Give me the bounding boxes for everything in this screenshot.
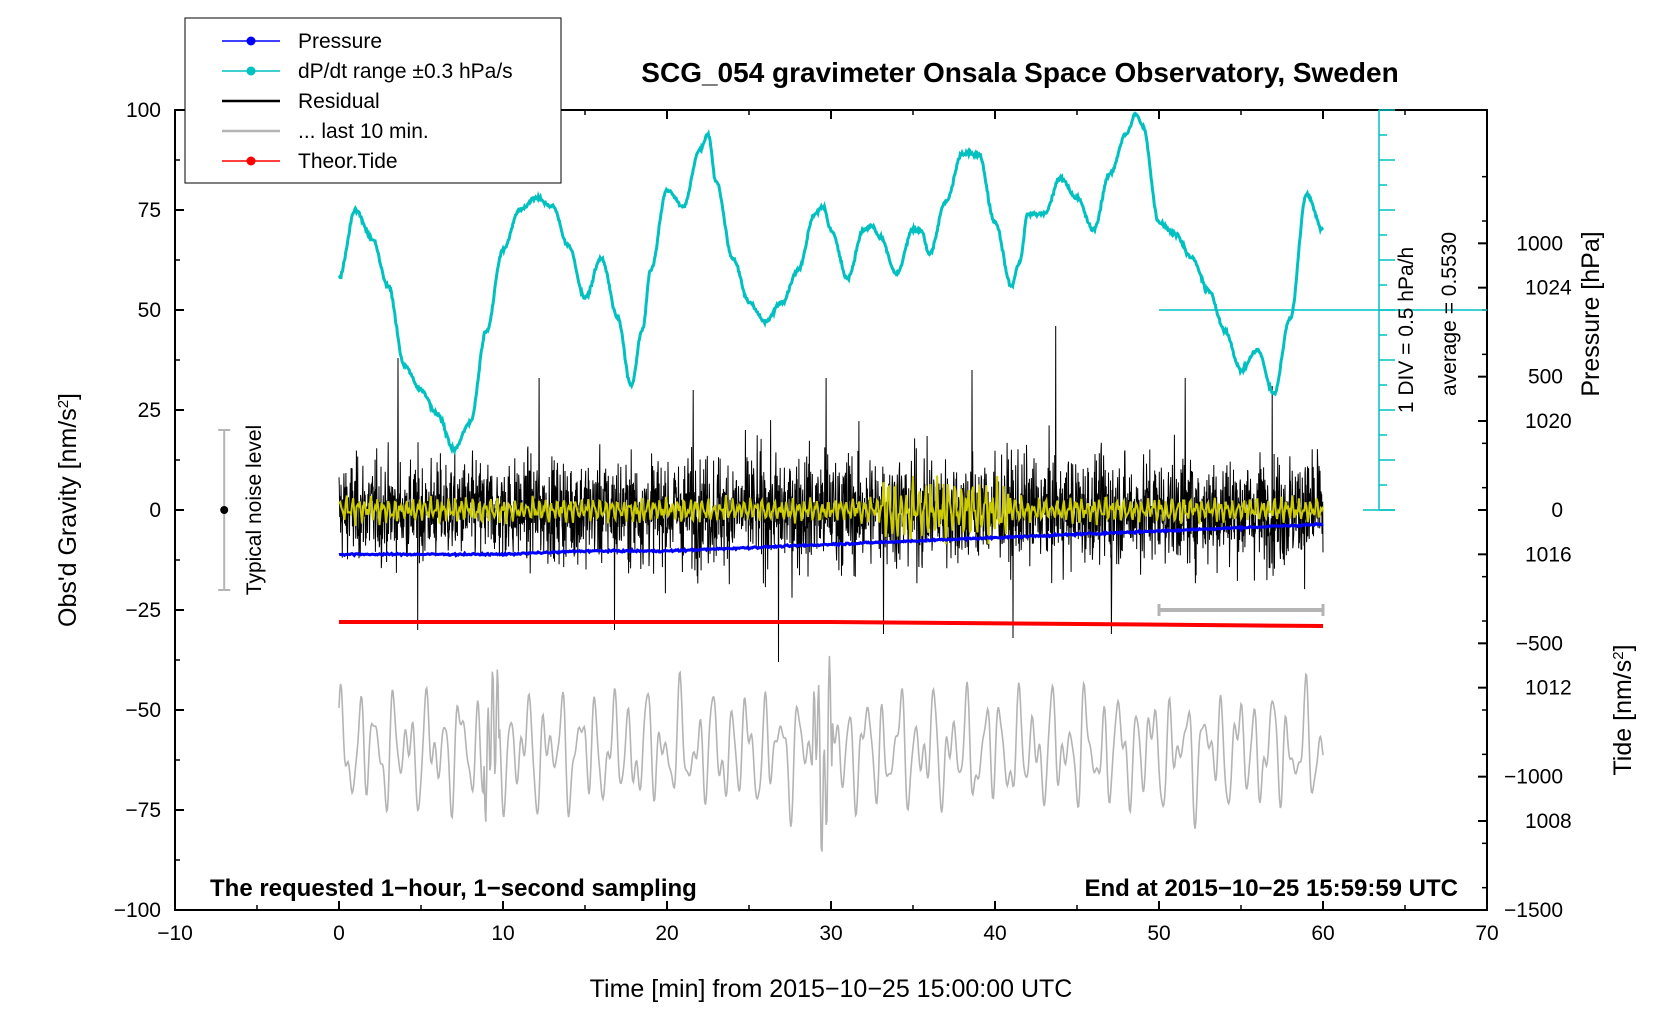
y-tick-label: −50 xyxy=(125,699,161,722)
y-tick-label: 75 xyxy=(138,199,161,222)
x-tick-label: 70 xyxy=(1475,922,1498,945)
legend: Pressure dP/dt range ±0.3 hPa/s Residual..… xyxy=(184,17,562,184)
pressure-tick-label: 1008 xyxy=(1525,810,1572,833)
legend-label: Pressure xyxy=(298,30,382,53)
svg-text:average = 0.5530: average = 0.5530 xyxy=(1438,232,1461,396)
x-tick-label: 0 xyxy=(333,922,345,945)
y-tick-label: 25 xyxy=(138,399,161,422)
x-tick-label: 20 xyxy=(655,922,678,945)
noise-level-bar xyxy=(218,429,231,591)
y-tick-label: 0 xyxy=(149,499,161,522)
series-last-10-min xyxy=(338,655,1324,852)
noise-level-label: Typical noise level xyxy=(243,425,266,595)
series-layer xyxy=(337,111,1325,852)
legend-marker xyxy=(246,156,256,166)
svg-text:Obs'd Gravity [nm/s2]: Obs'd Gravity [nm/s2] xyxy=(54,393,82,627)
series-theoretical-tide xyxy=(339,620,1324,628)
legend-label: ... last 10 min. xyxy=(298,120,429,143)
y-axis-title: Obs'd Gravity [nm/s2] xyxy=(54,393,82,627)
average-label: average = 0.5530 xyxy=(1438,232,1461,396)
y-tick-label: −100 xyxy=(114,899,161,922)
note-requested-sampling: The requested 1−hour, 1−second sampling xyxy=(210,875,697,902)
series-filtered-residual xyxy=(338,475,1324,545)
div-label: 1 DIV = 0.5 hPa/h xyxy=(1395,247,1418,413)
x-tick-label: 30 xyxy=(819,922,842,945)
tide-tick-label: −500 xyxy=(1516,632,1563,655)
x-tick-label: 40 xyxy=(983,922,1006,945)
y-tick-label: 100 xyxy=(126,99,161,122)
tide-axis-ticks: −1500 −1000 −500 0 500 1000 xyxy=(1478,175,1563,922)
legend-label: Residual xyxy=(298,90,380,113)
chart-title: SCG_054 gravimeter Onsala Space Observat… xyxy=(641,57,1398,88)
legend-marker xyxy=(246,66,256,76)
tide-axis-title: Tide [nm/s2] xyxy=(1609,644,1637,775)
legend-marker xyxy=(246,36,256,46)
x-axis-ticks: −10 0 10 20 30 40 50 60 70 xyxy=(157,110,1499,945)
y-tick-label: −25 xyxy=(125,599,161,622)
x-tick-label: 60 xyxy=(1311,922,1334,945)
legend-label: dP/dt range ±0.3 hPa/s xyxy=(298,60,513,83)
x-tick-label: 10 xyxy=(491,922,514,945)
noise-bar-center xyxy=(220,506,229,514)
pressure-tick-label: 1020 xyxy=(1525,410,1572,433)
svg-text:Pressure [hPa]: Pressure [hPa] xyxy=(1577,231,1605,396)
svg-text:Tide [nm/s2]: Tide [nm/s2] xyxy=(1609,644,1637,775)
x-tick-label: 50 xyxy=(1147,922,1170,945)
legend-items: Pressure dP/dt range ±0.3 hPa/s Residual..… xyxy=(222,30,513,173)
series-dpdt xyxy=(337,111,1325,456)
pressure-axis-ticks: 1008 1012 1016 1020 1024 xyxy=(1478,220,1572,889)
y-tick-label: 50 xyxy=(138,299,161,322)
series-pressure xyxy=(338,521,1324,558)
tide-tick-label: 1000 xyxy=(1516,232,1563,255)
tide-tick-label: −1000 xyxy=(1504,766,1563,789)
tide-tick-label: 500 xyxy=(1528,366,1563,389)
dpdt-div-scale xyxy=(1159,109,1487,511)
y-tick-label: −75 xyxy=(125,799,161,822)
y-axis-ticks: −100 −75 −50 −25 0 25 50 75 100 xyxy=(114,99,184,922)
svg-text:1 DIV = 0.5 hPa/h: 1 DIV = 0.5 hPa/h xyxy=(1395,247,1418,413)
x-axis-title: Time [min] from 2015−10−25 15:00:00 UTC xyxy=(590,975,1073,1003)
pressure-tick-label: 1012 xyxy=(1525,677,1572,700)
x-tick-label: −10 xyxy=(157,922,193,945)
pressure-axis-title: Pressure [hPa] xyxy=(1577,231,1605,396)
tide-tick-label: 0 xyxy=(1551,499,1563,522)
pressure-tick-label: 1016 xyxy=(1525,543,1572,566)
series-residual xyxy=(338,325,1324,663)
legend-label: Theor.Tide xyxy=(298,150,398,173)
pressure-tick-label: 1024 xyxy=(1525,277,1572,300)
note-end-time: End at 2015−10−25 15:59:59 UTC xyxy=(1084,875,1458,902)
svg-text:Typical noise level: Typical noise level xyxy=(243,425,266,595)
tide-tick-label: −1500 xyxy=(1504,899,1563,922)
